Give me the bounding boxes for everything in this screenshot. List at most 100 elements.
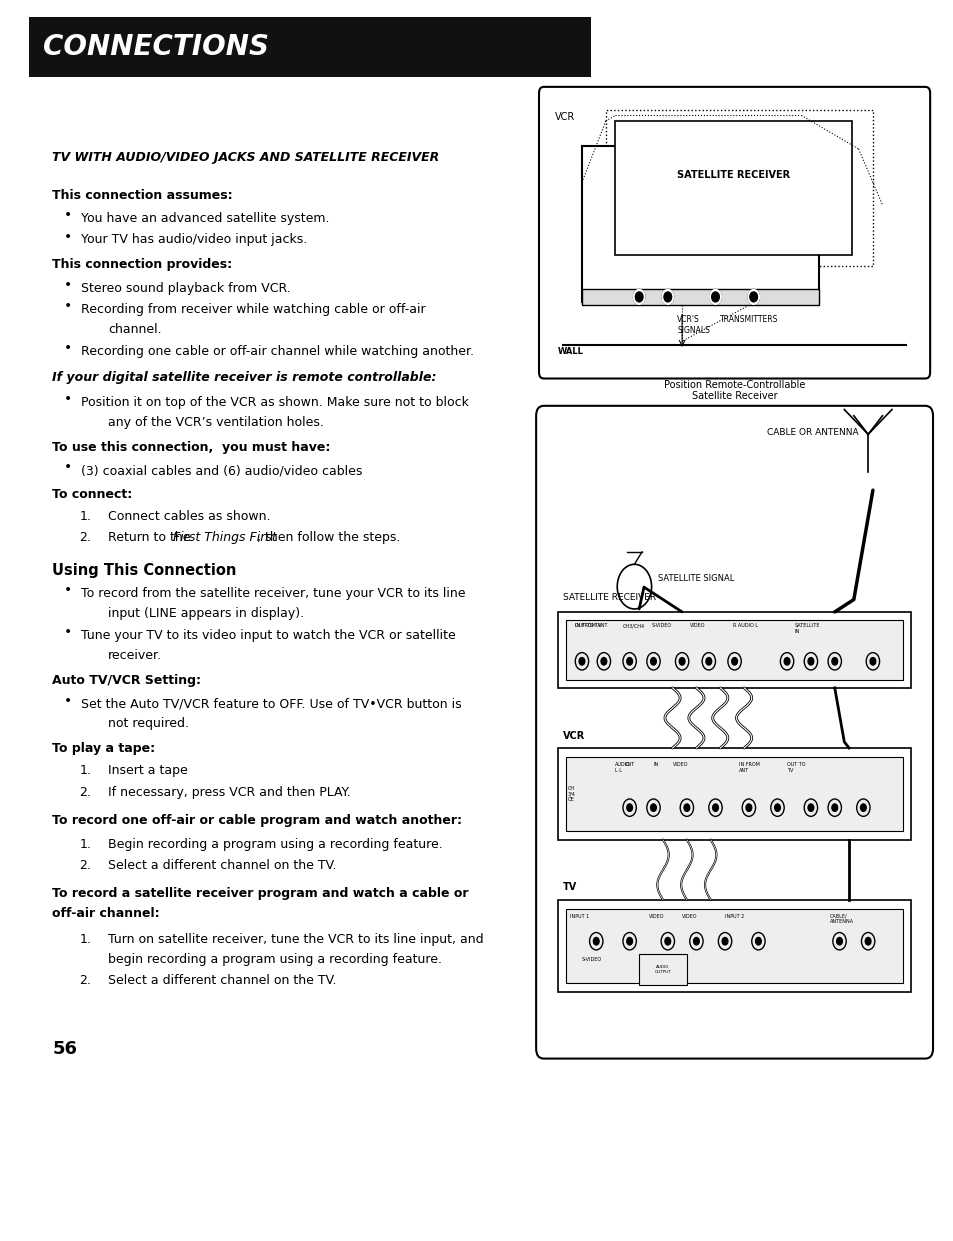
Text: IN: IN	[653, 762, 659, 767]
Text: VIDEO: VIDEO	[689, 623, 704, 628]
Text: AUDIO
L L: AUDIO L L	[615, 762, 631, 773]
Circle shape	[831, 804, 837, 812]
Circle shape	[747, 289, 759, 304]
Text: Set the Auto TV/VCR feature to OFF. Use of TV•VCR button is: Set the Auto TV/VCR feature to OFF. Use …	[81, 697, 461, 710]
Text: •: •	[64, 299, 72, 313]
Text: input (LINE appears in display).: input (LINE appears in display).	[108, 607, 304, 619]
Text: First Things First: First Things First	[173, 531, 276, 544]
Text: To record one off-air or cable program and watch another:: To record one off-air or cable program a…	[52, 814, 462, 827]
Text: R AUDIO L: R AUDIO L	[732, 623, 757, 628]
Text: begin recording a program using a recording feature.: begin recording a program using a record…	[108, 953, 441, 965]
Circle shape	[693, 937, 699, 944]
Circle shape	[600, 658, 606, 665]
Circle shape	[593, 937, 598, 944]
Text: TRANSMITTERS: TRANSMITTERS	[720, 315, 778, 324]
Text: CABLE/
ANTENNA: CABLE/ ANTENNA	[829, 913, 853, 925]
Circle shape	[661, 289, 673, 304]
Text: •: •	[64, 208, 72, 222]
Text: 1.: 1.	[79, 933, 91, 946]
Text: Stereo sound playback from VCR.: Stereo sound playback from VCR.	[81, 282, 291, 294]
Circle shape	[831, 658, 837, 665]
Circle shape	[711, 292, 719, 302]
Text: Position Remote-Controllable
Satellite Receiver: Position Remote-Controllable Satellite R…	[663, 380, 804, 401]
Text: To connect:: To connect:	[52, 488, 132, 500]
Text: Auto TV/VCR Setting:: Auto TV/VCR Setting:	[52, 674, 201, 686]
Text: Select a different channel on the TV.: Select a different channel on the TV.	[108, 974, 336, 987]
Circle shape	[709, 289, 720, 304]
Circle shape	[755, 937, 760, 944]
Text: VIDEO: VIDEO	[672, 762, 687, 767]
FancyBboxPatch shape	[29, 17, 591, 77]
Text: VIDEO: VIDEO	[648, 913, 663, 918]
Circle shape	[663, 292, 671, 302]
Text: S-VIDEO: S-VIDEO	[651, 623, 671, 628]
Text: TV: TV	[562, 882, 577, 892]
Text: 2.: 2.	[79, 974, 91, 987]
Circle shape	[705, 658, 711, 665]
Text: IN FROM ANT: IN FROM ANT	[575, 623, 607, 628]
Text: INPUT 1: INPUT 1	[569, 913, 588, 918]
Circle shape	[679, 658, 684, 665]
Text: VCR'S
SIGNALS: VCR'S SIGNALS	[677, 315, 709, 335]
Circle shape	[664, 937, 670, 944]
Text: •: •	[64, 278, 72, 292]
Text: To record a satellite receiver program and watch a cable or: To record a satellite receiver program a…	[52, 887, 469, 900]
Text: (3) coaxial cables and (6) audio/video cables: (3) coaxial cables and (6) audio/video c…	[81, 464, 362, 477]
Text: INPUT 2: INPUT 2	[724, 913, 743, 918]
Circle shape	[633, 289, 644, 304]
Text: CABLE OR ANTENNA: CABLE OR ANTENNA	[766, 428, 858, 437]
Text: VIDEO: VIDEO	[681, 913, 697, 918]
FancyBboxPatch shape	[581, 289, 818, 305]
Circle shape	[661, 289, 673, 304]
Text: SATELLITE
IN: SATELLITE IN	[794, 623, 820, 634]
Text: CH
3/4
OE: CH 3/4 OE	[567, 786, 575, 802]
Circle shape	[836, 937, 841, 944]
Circle shape	[749, 292, 757, 302]
Circle shape	[578, 658, 584, 665]
Circle shape	[864, 937, 870, 944]
FancyBboxPatch shape	[565, 757, 902, 830]
Text: •: •	[64, 460, 72, 474]
Text: OUT TO
TV: OUT TO TV	[786, 762, 804, 773]
Circle shape	[626, 658, 632, 665]
Circle shape	[683, 804, 689, 812]
Circle shape	[635, 292, 642, 302]
Text: This connection provides:: This connection provides:	[52, 258, 233, 271]
Text: If your digital satellite receiver is remote controllable:: If your digital satellite receiver is re…	[52, 371, 436, 383]
Text: •: •	[64, 230, 72, 243]
Text: off-air channel:: off-air channel:	[52, 907, 160, 920]
Text: SATELLITE RECEIVER: SATELLITE RECEIVER	[677, 170, 789, 180]
Circle shape	[745, 804, 751, 812]
Text: •: •	[64, 583, 72, 597]
Text: VCR: VCR	[562, 731, 584, 741]
Text: Begin recording a program using a recording feature.: Begin recording a program using a record…	[108, 838, 442, 850]
FancyBboxPatch shape	[558, 748, 910, 840]
Text: receiver.: receiver.	[108, 649, 162, 661]
Circle shape	[626, 937, 632, 944]
Text: CH3/CH4: CH3/CH4	[622, 623, 644, 628]
Circle shape	[650, 804, 656, 812]
Text: •: •	[64, 694, 72, 707]
Circle shape	[860, 804, 865, 812]
Text: OUT TO TV: OUT TO TV	[575, 623, 601, 628]
Text: SATELLITE RECEIVER: SATELLITE RECEIVER	[562, 593, 656, 602]
Text: not required.: not required.	[108, 717, 189, 730]
Text: Recording from receiver while watching cable or off-air: Recording from receiver while watching c…	[81, 303, 425, 315]
Text: Turn on satellite receiver, tune the VCR to its line input, and: Turn on satellite receiver, tune the VCR…	[108, 933, 483, 946]
Text: CONNECTIONS: CONNECTIONS	[43, 34, 269, 61]
Text: •: •	[64, 625, 72, 639]
FancyBboxPatch shape	[565, 910, 902, 983]
Text: Tune your TV to its video input to watch the VCR or satellite: Tune your TV to its video input to watch…	[81, 629, 456, 642]
Text: AUDIO
OUTPUT: AUDIO OUTPUT	[654, 965, 671, 974]
Text: Using This Connection: Using This Connection	[52, 563, 236, 578]
FancyBboxPatch shape	[639, 954, 686, 985]
Text: OUT: OUT	[624, 762, 635, 767]
Circle shape	[783, 658, 789, 665]
Text: 1.: 1.	[79, 838, 91, 850]
Text: To use this connection,  you must have:: To use this connection, you must have:	[52, 441, 331, 453]
FancyBboxPatch shape	[558, 900, 910, 992]
Circle shape	[807, 804, 813, 812]
Circle shape	[774, 804, 780, 812]
Circle shape	[747, 289, 759, 304]
Circle shape	[731, 658, 737, 665]
